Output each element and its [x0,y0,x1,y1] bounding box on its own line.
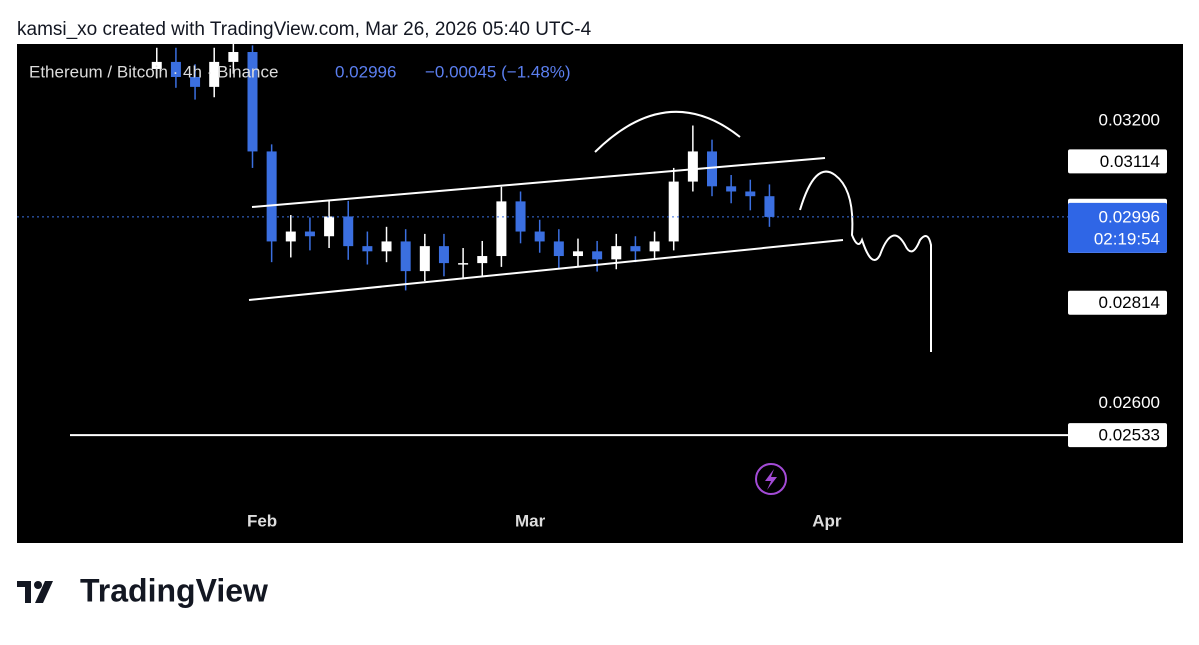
channel-top [251,157,826,208]
candle-body [190,76,201,87]
candle-body [611,246,622,260]
x-tick-label: Feb [247,511,277,530]
last-price-box [1068,202,1167,253]
candle-body [726,186,737,192]
candle-body [534,231,545,242]
candle-body [324,216,335,237]
countdown: 02:19:54 [1094,229,1160,248]
candle-body [438,246,449,264]
candles [151,40,775,291]
projection [799,170,932,352]
candle-body [247,52,258,152]
candle-body [764,196,775,217]
candle-body [304,231,315,237]
candle-body [362,246,373,252]
level-box [1068,290,1167,315]
candle-body [285,231,296,242]
brand: TradingView [80,572,268,608]
candle-body [668,181,679,242]
x-tick-label: Apr [812,511,842,530]
candle-body [630,246,641,252]
candle-body [649,241,660,252]
candle-body [419,246,430,272]
candle-body [266,151,277,242]
candle-body [209,61,220,87]
level-label: 0.02814 [1099,293,1160,312]
drawings [248,110,932,352]
candle-body [343,216,354,247]
header: kamsi_xo created with TradingView.com, M… [17,19,592,40]
candle-body [496,201,507,257]
candle-body [228,52,239,62]
last-price: 0.02996 [335,62,396,81]
x-tick-label: Mar [515,511,546,530]
level-label: 0.03114 [1100,152,1160,171]
icon [755,463,787,495]
symbol: Ethereum / Bitcoin · 4h · Binance [29,62,278,81]
candle-body [381,241,392,252]
candle-body [151,61,162,69]
candle-body [400,241,411,272]
panel [17,44,1183,543]
y-tick-label: 0.03200 [1099,110,1160,129]
last-price-label: 0.02996 [1099,207,1160,226]
icon-bolt [765,469,777,490]
arc [594,110,741,153]
y-tick-label: 0.02600 [1099,393,1160,412]
level-box [1068,423,1167,448]
candle-body [477,256,488,264]
candle-body [458,263,469,265]
candle-body [170,61,181,77]
candle-body [592,251,603,260]
candle-body [745,191,756,197]
candle-body [572,251,583,257]
candle-body [707,151,718,187]
level-label: 0.02533 [1099,426,1160,445]
logo-mark [17,581,53,603]
change: −0.00045 (−1.48%) [425,62,571,81]
candle-body [515,201,526,232]
candle-body [687,151,698,182]
channel-bottom [248,239,844,301]
candle-body [553,241,564,257]
level-box [1068,149,1167,174]
